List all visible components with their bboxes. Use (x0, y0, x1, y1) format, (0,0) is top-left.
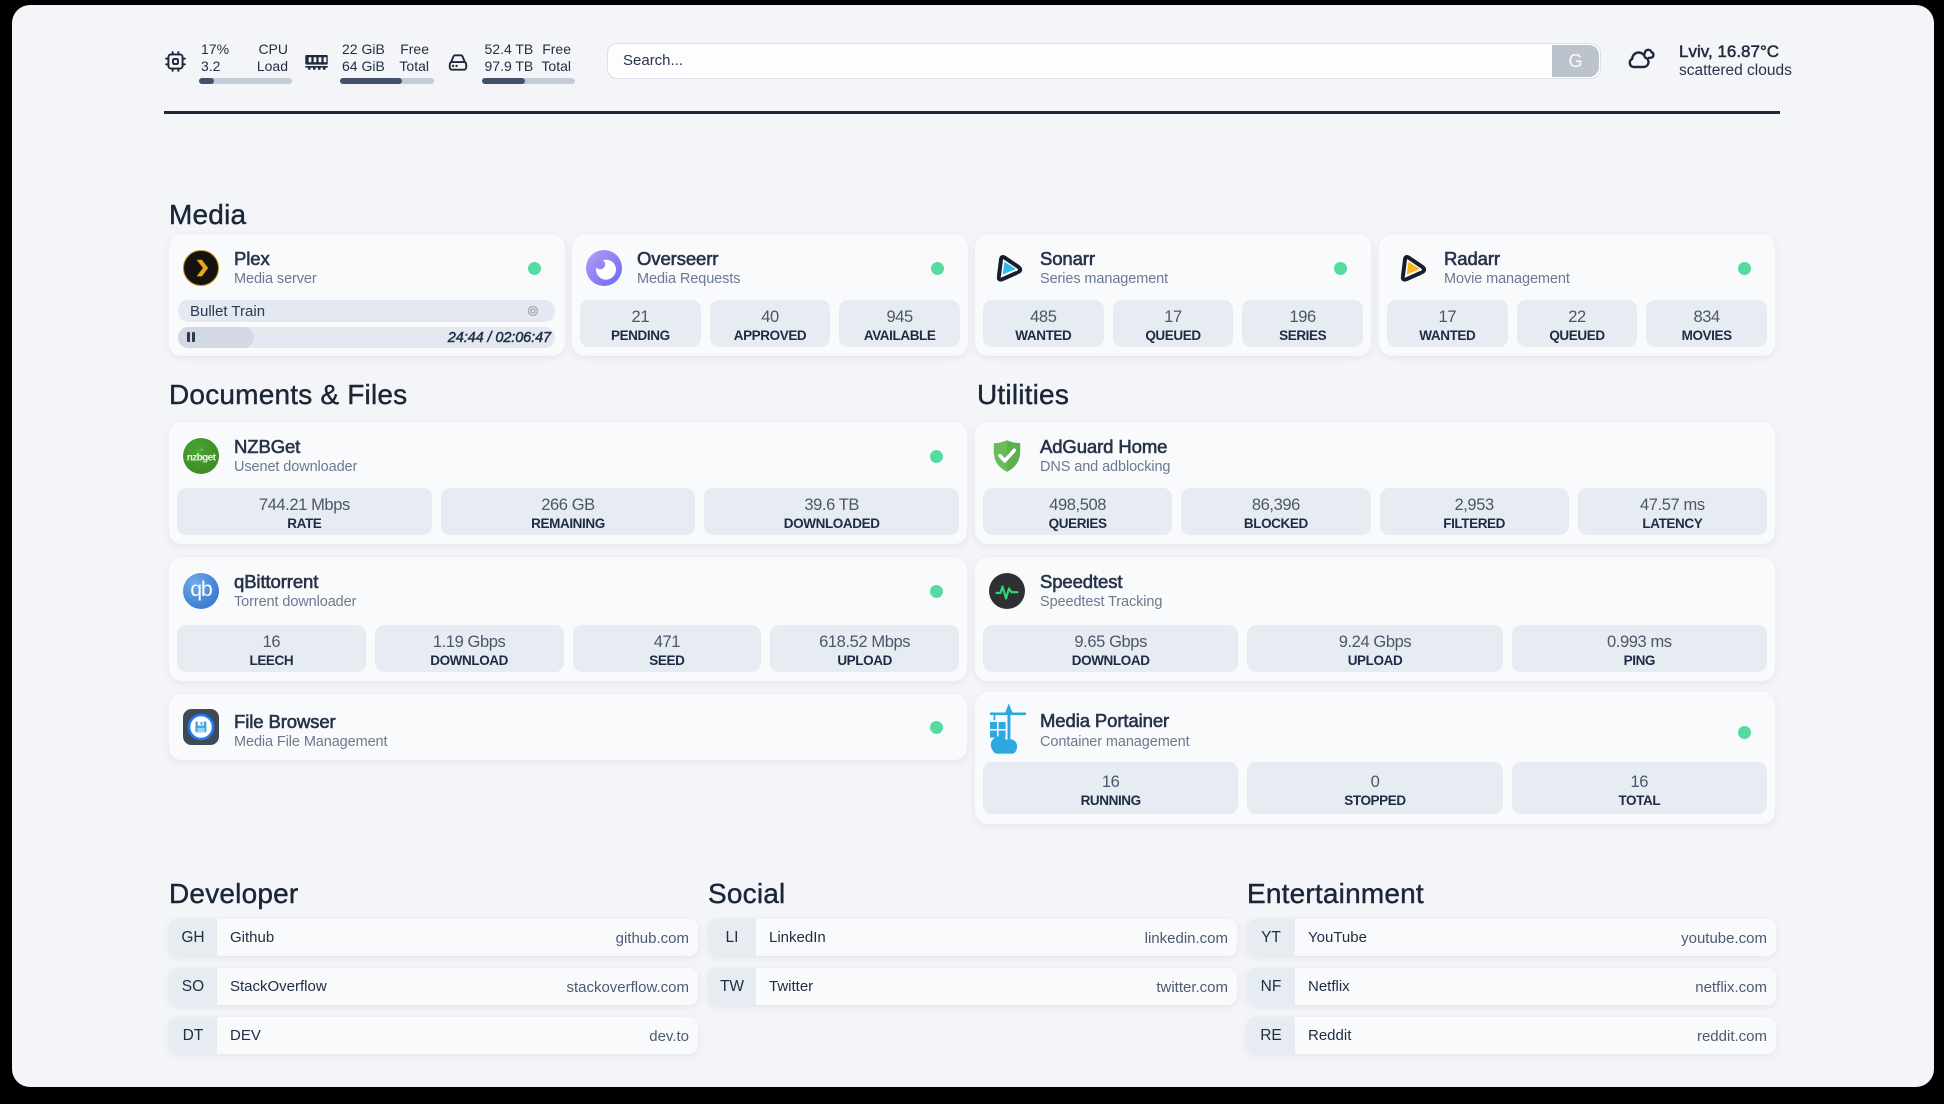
svg-text:nzbget: nzbget (187, 453, 217, 464)
